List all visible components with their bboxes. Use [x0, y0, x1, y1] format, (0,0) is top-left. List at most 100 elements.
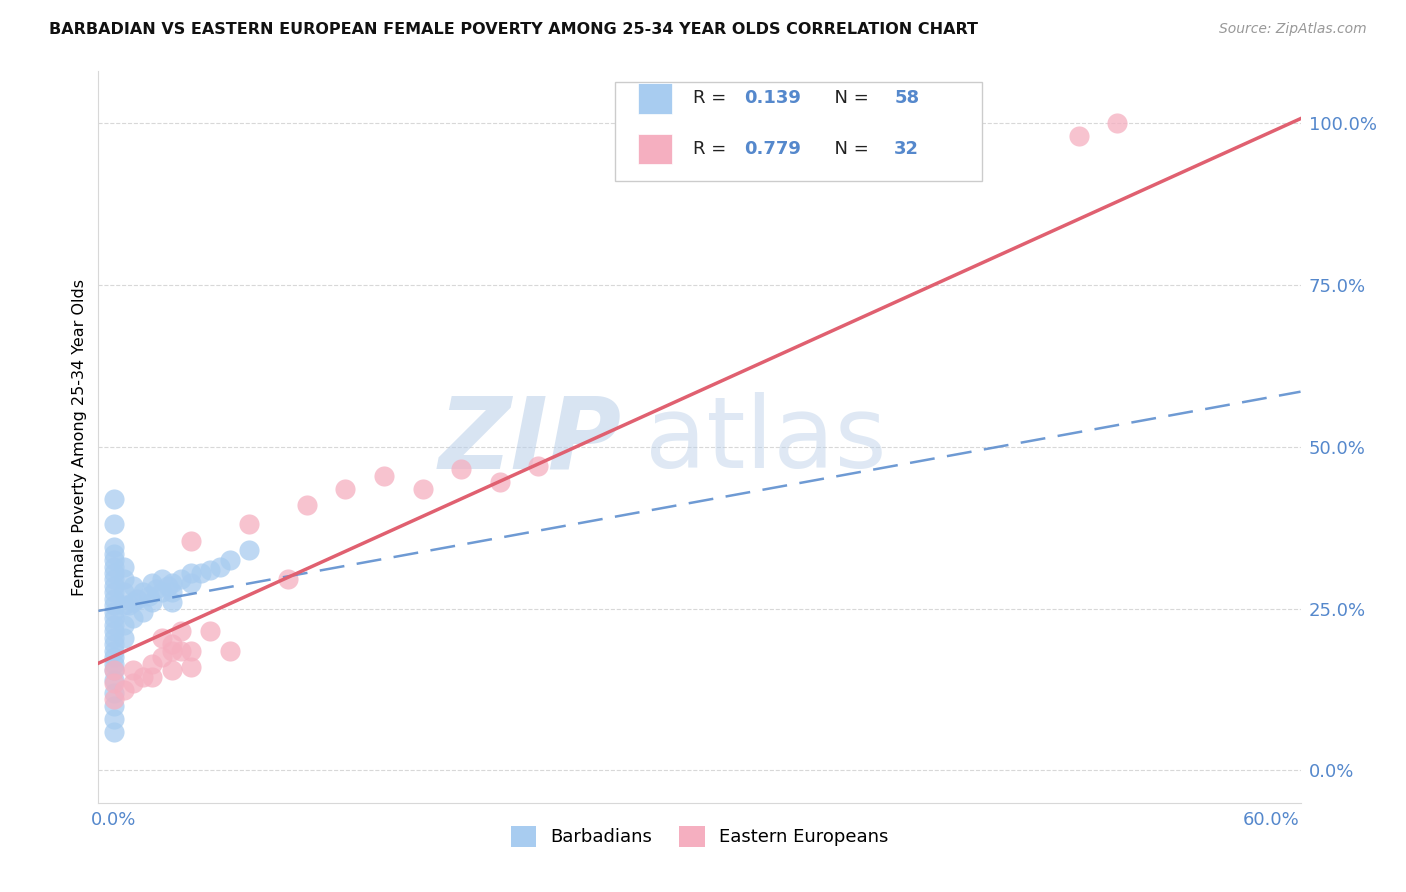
Point: [200, 563, 222, 577]
Point: [103, 686, 125, 700]
Point: [141, 575, 163, 590]
Point: [295, 498, 318, 512]
Point: [276, 573, 298, 587]
Point: [112, 617, 135, 632]
Point: [118, 599, 141, 613]
Point: [122, 595, 145, 609]
Point: [208, 559, 231, 574]
Point: [141, 657, 163, 671]
Y-axis label: Female Poverty Among 25-34 Year Olds: Female Poverty Among 25-34 Year Olds: [72, 278, 87, 596]
Text: 58: 58: [894, 89, 920, 107]
Point: [145, 582, 167, 597]
Point: [103, 579, 125, 593]
Point: [103, 559, 125, 574]
Point: [150, 631, 173, 645]
Point: [160, 575, 183, 590]
Point: [103, 631, 125, 645]
Point: [527, 459, 550, 474]
Point: [335, 482, 357, 496]
Point: [450, 462, 472, 476]
Point: [103, 663, 125, 677]
Point: [180, 643, 202, 657]
Text: 32: 32: [894, 140, 920, 158]
Point: [132, 669, 155, 683]
Point: [103, 692, 125, 706]
Point: [103, 553, 125, 567]
Point: [150, 585, 173, 599]
Point: [1107, 116, 1129, 130]
Point: [112, 599, 135, 613]
Point: [373, 469, 395, 483]
Point: [103, 617, 125, 632]
Point: [112, 559, 135, 574]
Text: Source: ZipAtlas.com: Source: ZipAtlas.com: [1219, 22, 1367, 37]
Point: [103, 517, 125, 532]
Point: [141, 595, 163, 609]
Legend: Barbadians, Eastern Europeans: Barbadians, Eastern Europeans: [502, 817, 897, 856]
FancyBboxPatch shape: [616, 82, 981, 181]
Point: [141, 669, 163, 683]
Point: [103, 724, 125, 739]
Point: [180, 575, 202, 590]
Text: ZIP: ZIP: [439, 392, 621, 489]
Point: [103, 663, 125, 677]
Point: [150, 650, 173, 665]
Text: R =: R =: [693, 140, 733, 158]
Point: [150, 573, 173, 587]
Point: [103, 573, 125, 587]
Text: atlas: atlas: [645, 392, 887, 489]
Point: [132, 585, 155, 599]
Point: [170, 643, 193, 657]
Text: N =: N =: [824, 140, 875, 158]
Point: [160, 637, 183, 651]
Point: [122, 579, 145, 593]
Point: [103, 698, 125, 713]
Point: [218, 553, 240, 567]
Point: [488, 475, 510, 490]
Point: [103, 491, 125, 506]
Point: [103, 591, 125, 606]
Point: [103, 547, 125, 561]
Point: [160, 585, 183, 599]
Point: [103, 637, 125, 651]
Text: R =: R =: [693, 89, 733, 107]
Point: [160, 643, 183, 657]
Point: [103, 585, 125, 599]
Point: [1067, 129, 1090, 144]
Text: 0.779: 0.779: [744, 140, 801, 158]
Point: [160, 663, 183, 677]
Point: [112, 631, 135, 645]
Point: [112, 682, 135, 697]
Point: [103, 611, 125, 625]
Point: [122, 676, 145, 690]
Point: [218, 643, 240, 657]
Point: [170, 573, 193, 587]
FancyBboxPatch shape: [638, 134, 672, 164]
Point: [190, 566, 212, 580]
Text: BARBADIAN VS EASTERN EUROPEAN FEMALE POVERTY AMONG 25-34 YEAR OLDS CORRELATION C: BARBADIAN VS EASTERN EUROPEAN FEMALE POV…: [49, 22, 979, 37]
Point: [103, 673, 125, 687]
Point: [103, 599, 125, 613]
Point: [112, 585, 135, 599]
Point: [112, 573, 135, 587]
Point: [122, 611, 145, 625]
Point: [103, 676, 125, 690]
Point: [238, 517, 260, 532]
Point: [412, 482, 434, 496]
Text: N =: N =: [824, 89, 875, 107]
Point: [125, 591, 148, 606]
FancyBboxPatch shape: [638, 83, 672, 114]
Point: [122, 663, 145, 677]
Point: [156, 579, 179, 593]
Point: [103, 566, 125, 580]
Point: [103, 605, 125, 619]
Point: [103, 650, 125, 665]
Point: [160, 595, 183, 609]
Text: 0.139: 0.139: [744, 89, 801, 107]
Point: [103, 657, 125, 671]
Point: [170, 624, 193, 639]
Point: [180, 660, 202, 674]
Point: [132, 605, 155, 619]
Point: [200, 624, 222, 639]
Point: [180, 566, 202, 580]
